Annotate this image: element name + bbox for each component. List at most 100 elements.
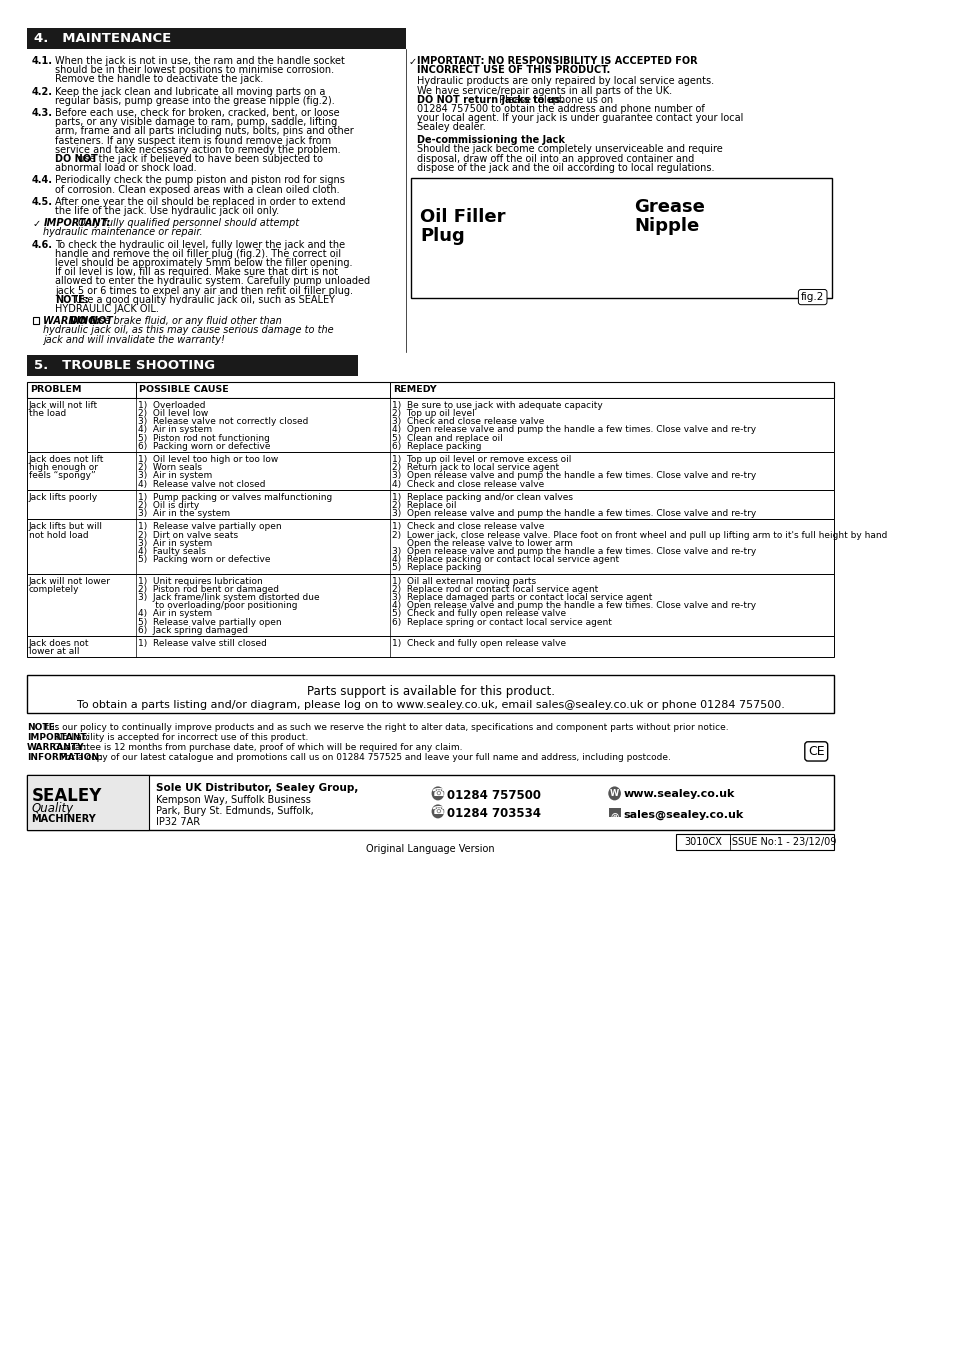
Text: DO NOT return jacks to us.: DO NOT return jacks to us.	[416, 95, 564, 105]
Bar	[27, 775, 834, 830]
Text: parts, or any visible damage to ram, pump, saddle, lifting: parts, or any visible damage to ram, pum…	[55, 117, 337, 127]
Text: 3)  Replace damaged parts or contact local service agent: 3) Replace damaged parts or contact loca…	[392, 593, 652, 602]
Text: 3)  Open release valve and pump the handle a few times. Close valve and re-try: 3) Open release valve and pump the handl…	[392, 509, 756, 518]
Text: Jack will not lower: Jack will not lower	[29, 576, 111, 586]
Text: DO NOT: DO NOT	[70, 316, 112, 327]
Text: 5)  Packing worn or defective: 5) Packing worn or defective	[138, 555, 270, 564]
Text: 4)  Air in system: 4) Air in system	[138, 425, 212, 435]
Text: After one year the oil should be replaced in order to extend: After one year the oil should be replace…	[55, 197, 345, 207]
Text: De-commissioning the Jack: De-commissioning the Jack	[416, 135, 565, 146]
Text: 4.4.: 4.4.	[31, 176, 52, 185]
Text: Please telephone us on: Please telephone us on	[496, 95, 613, 105]
Text: Guarantee is 12 months from purchase date, proof of which will be required for a: Guarantee is 12 months from purchase dat…	[51, 744, 462, 752]
Text: 1)  Pump packing or valves malfunctioning: 1) Pump packing or valves malfunctioning	[138, 493, 332, 502]
Text: Quality: Quality	[31, 802, 73, 815]
Text: MACHINERY: MACHINERY	[31, 814, 96, 825]
Text: 6)  Jack spring damaged: 6) Jack spring damaged	[138, 626, 248, 634]
Text: 2)  Oil level low: 2) Oil level low	[138, 409, 208, 418]
Text: should be in their lowest positions to minimise corrosion.: should be in their lowest positions to m…	[55, 65, 334, 76]
Text: 3)  Check and close release valve: 3) Check and close release valve	[392, 417, 544, 427]
Text: 4.6.: 4.6.	[31, 239, 52, 250]
Text: 3)  Air in system: 3) Air in system	[138, 471, 212, 481]
Text: POSSIBLE CAUSE: POSSIBLE CAUSE	[138, 385, 229, 394]
Text: Kempson Way, Suffolk Business: Kempson Way, Suffolk Business	[156, 795, 311, 806]
Text: It is our policy to continually improve products and as such we reserve the righ: It is our policy to continually improve …	[40, 724, 728, 733]
Text: INFORMATION:: INFORMATION:	[27, 753, 103, 763]
Text: fasteners. If any suspect item is found remove jack from: fasteners. If any suspect item is found …	[55, 135, 331, 146]
Text: lower at all: lower at all	[29, 647, 79, 656]
Text: HYDRAULIC JACK OIL.: HYDRAULIC JACK OIL.	[55, 304, 159, 315]
Text: Parts support is available for this product.: Parts support is available for this prod…	[306, 686, 554, 698]
Text: 3)  Release valve not correctly closed: 3) Release valve not correctly closed	[138, 417, 308, 427]
Text: Hydraulic products are only repaired by local service agents.: Hydraulic products are only repaired by …	[416, 77, 714, 86]
Text: 1)  Top up oil level or remove excess oil: 1) Top up oil level or remove excess oil	[392, 455, 571, 464]
Bar	[676, 834, 834, 850]
Text: 4)  Open release valve and pump the handle a few times. Close valve and re-try: 4) Open release valve and pump the handl…	[392, 601, 756, 610]
Bar	[27, 355, 357, 375]
Text: www.sealey.co.uk: www.sealey.co.uk	[623, 790, 734, 799]
Text: IMPORTANT:: IMPORTANT:	[27, 733, 90, 743]
Text: of corrosion. Clean exposed areas with a clean oiled cloth.: of corrosion. Clean exposed areas with a…	[55, 185, 339, 194]
Bar	[27, 28, 406, 49]
Text: 2)  Oil is dirty: 2) Oil is dirty	[138, 501, 199, 510]
Text: completely: completely	[29, 585, 79, 594]
Text: handle and remove the oil filler plug (fig.2). The correct oil: handle and remove the oil filler plug (f…	[55, 248, 341, 259]
Text: hydraulic maintenance or repair.: hydraulic maintenance or repair.	[43, 227, 203, 238]
Text: Remove the handle to deactivate the jack.: Remove the handle to deactivate the jack…	[55, 74, 263, 85]
Text: not hold load: not hold load	[29, 531, 89, 540]
Bar	[27, 520, 834, 574]
Text: WARNING:: WARNING:	[43, 316, 104, 327]
Text: Jack does not: Jack does not	[29, 639, 90, 648]
Bar	[27, 775, 149, 830]
Text: disposal, draw off the oil into an approved container and: disposal, draw off the oil into an appro…	[416, 154, 694, 163]
Text: regular basis, pump grease into the grease nipple (fig.2).: regular basis, pump grease into the grea…	[55, 96, 335, 105]
Text: WARRANTY:: WARRANTY:	[27, 744, 88, 752]
Text: 2)  Replace rod or contact local service agent: 2) Replace rod or contact local service …	[392, 585, 598, 594]
Text: PROBLEM: PROBLEM	[30, 385, 81, 394]
Text: 4.1.: 4.1.	[31, 55, 52, 66]
Text: ☎: ☎	[431, 788, 444, 798]
Text: jack 5 or 6 times to expel any air and then refit oil filler plug.: jack 5 or 6 times to expel any air and t…	[55, 286, 353, 296]
Text: DO NOT: DO NOT	[55, 154, 98, 163]
Text: REMEDY: REMEDY	[393, 385, 436, 394]
Text: 1)  Unit requires lubrication: 1) Unit requires lubrication	[138, 576, 262, 586]
Text: feels “spongy”: feels “spongy”	[29, 471, 95, 481]
Bar	[609, 809, 620, 817]
Text: IP32 7AR: IP32 7AR	[156, 817, 200, 828]
Circle shape	[608, 787, 620, 801]
Text: high enough or: high enough or	[29, 463, 98, 472]
Text: 3)  Jack frame/link system distorted due: 3) Jack frame/link system distorted due	[138, 593, 319, 602]
Text: sales@sealey.co.uk: sales@sealey.co.uk	[623, 810, 743, 819]
Text: 2)  Worn seals: 2) Worn seals	[138, 463, 202, 472]
Text: your local agent. If your jack is under guarantee contact your local: your local agent. If your jack is under …	[416, 113, 743, 123]
Text: If oil level is low, fill as required. Make sure that dirt is not: If oil level is low, fill as required. M…	[55, 267, 338, 277]
Text: 01284 757500: 01284 757500	[446, 790, 540, 802]
Text: 4)  Air in system: 4) Air in system	[138, 609, 212, 618]
Text: Oil Filler
Plug: Oil Filler Plug	[419, 208, 505, 246]
Text: ISSUE No:1 - 23/12/09: ISSUE No:1 - 23/12/09	[728, 837, 836, 848]
Text: IMPORTANT:: IMPORTANT:	[43, 219, 111, 228]
Text: 01284 757500 to obtain the address and phone number of: 01284 757500 to obtain the address and p…	[416, 104, 704, 113]
Text: Jack lifts poorly: Jack lifts poorly	[29, 493, 98, 502]
Text: 5)  Check and fully open release valve: 5) Check and fully open release valve	[392, 609, 566, 618]
Text: INCORRECT USE OF THIS PRODUCT.: INCORRECT USE OF THIS PRODUCT.	[416, 65, 610, 76]
Text: 1)  Replace packing and/or clean valves: 1) Replace packing and/or clean valves	[392, 493, 573, 502]
Text: Should the jack become completely unserviceable and require: Should the jack become completely unserv…	[416, 144, 722, 154]
Text: 2)  Dirt on valve seats: 2) Dirt on valve seats	[138, 531, 237, 540]
Text: fig.2: fig.2	[801, 292, 823, 302]
Text: Use a good quality hydraulic jack oil, such as SEALEY: Use a good quality hydraulic jack oil, s…	[71, 294, 335, 305]
Circle shape	[431, 787, 444, 801]
Text: Periodically check the pump piston and piston rod for signs: Periodically check the pump piston and p…	[55, 176, 345, 185]
Text: W: W	[609, 788, 618, 798]
Text: to overloading/poor positioning: to overloading/poor positioning	[138, 601, 297, 610]
Text: 4)  Faulty seals: 4) Faulty seals	[138, 547, 206, 556]
Bar	[27, 452, 834, 490]
Text: 2)  Top up oil level: 2) Top up oil level	[392, 409, 475, 418]
Text: 01284 703534: 01284 703534	[446, 807, 540, 821]
Text: 5)  Clean and replace oil: 5) Clean and replace oil	[392, 433, 502, 443]
Text: 1)  Oil level too high or too low: 1) Oil level too high or too low	[138, 455, 278, 464]
Text: When the jack is not in use, the ram and the handle socket: When the jack is not in use, the ram and…	[55, 55, 345, 66]
Bar	[27, 636, 834, 657]
Text: 4.3.: 4.3.	[31, 108, 52, 117]
Text: 1)  Overloaded: 1) Overloaded	[138, 401, 205, 410]
